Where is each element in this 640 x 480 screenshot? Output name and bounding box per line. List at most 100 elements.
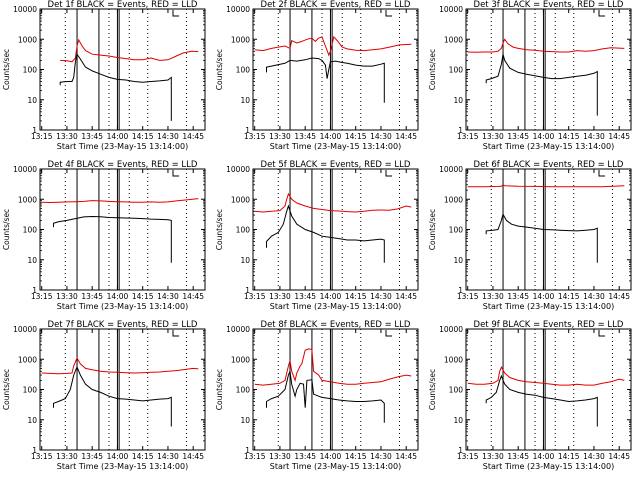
- x-tick-label: 14:30: [583, 292, 605, 301]
- x-tick-label: 13:30: [269, 132, 291, 141]
- x-tick-label: 13:15: [457, 132, 479, 141]
- y-axis-label: Counts/sec: [2, 49, 11, 90]
- x-tick-label: 13:30: [56, 292, 78, 301]
- y-tick-label: 10000: [226, 325, 250, 334]
- y-tick-label: 100: [449, 226, 464, 235]
- x-tick-label: 13:45: [507, 132, 529, 141]
- x-tick-label: 14:15: [132, 452, 154, 461]
- x-tick-label: 14:30: [157, 452, 179, 461]
- y-tick-label: 1: [32, 126, 37, 135]
- x-tick-label: 14:45: [608, 452, 630, 461]
- y-tick-label: 100: [236, 386, 251, 395]
- y-tick-label: 1: [458, 446, 463, 455]
- x-tick-label: 13:30: [482, 292, 504, 301]
- corner-marker: [172, 330, 179, 337]
- x-tick-label: 14:15: [345, 132, 367, 141]
- x-tick-label: 13:45: [81, 292, 103, 301]
- x-tick-label: 14:30: [583, 132, 605, 141]
- y-tick-label: 1000: [444, 35, 463, 44]
- y-axis-label: Counts/sec: [215, 49, 224, 90]
- x-tick-label: 14:15: [345, 292, 367, 301]
- lld-series-line: [467, 365, 625, 386]
- events-series-line: [53, 215, 172, 263]
- y-tick-label: 100: [236, 226, 251, 235]
- x-axis-label: Start Time (23-May-15 13:14:00): [270, 302, 401, 311]
- corner-marker: [598, 10, 605, 17]
- x-tick-label: 13:45: [294, 292, 316, 301]
- x-tick-label: 13:15: [457, 452, 479, 461]
- panel-title: Det 4f BLACK = Events, RED = LLD: [48, 160, 198, 170]
- y-tick-label: 1: [32, 286, 37, 295]
- panel-title: Det 6f BLACK = Events, RED = LLD: [474, 160, 624, 170]
- y-axis-label: Counts/sec: [215, 369, 224, 410]
- events-series-line: [266, 369, 385, 423]
- y-tick-label: 100: [449, 386, 464, 395]
- y-tick-label: 10: [240, 256, 250, 265]
- x-tick-label: 14:30: [157, 132, 179, 141]
- lld-series-line: [41, 356, 199, 375]
- x-tick-label: 13:15: [31, 452, 53, 461]
- y-tick-label: 100: [23, 226, 38, 235]
- x-tick-label: 14:00: [533, 132, 555, 141]
- x-tick-label: 14:00: [107, 132, 129, 141]
- y-tick-label: 10000: [13, 5, 37, 14]
- x-tick-label: 14:00: [107, 452, 129, 461]
- x-tick-label: 13:30: [269, 292, 291, 301]
- y-tick-label: 10: [27, 416, 37, 425]
- y-axis-label: Counts/sec: [2, 209, 11, 250]
- x-tick-label: 14:45: [182, 452, 204, 461]
- x-tick-label: 13:30: [482, 452, 504, 461]
- panel-title: Det 9f BLACK = Events, RED = LLD: [474, 320, 624, 330]
- y-tick-label: 10000: [226, 165, 250, 174]
- events-series-line: [266, 57, 385, 103]
- corner-marker: [385, 330, 392, 337]
- x-axis-label: Start Time (23-May-15 13:14:00): [483, 302, 614, 311]
- y-tick-label: 100: [236, 66, 251, 75]
- x-tick-label: 14:30: [370, 132, 392, 141]
- x-tick-label: 13:15: [31, 132, 53, 141]
- y-tick-label: 1: [458, 286, 463, 295]
- panel-title: Det 5f BLACK = Events, RED = LLD: [261, 160, 411, 170]
- y-tick-label: 10: [27, 96, 37, 105]
- y-tick-label: 100: [449, 66, 464, 75]
- x-axis-label: Start Time (23-May-15 13:14:00): [270, 462, 401, 471]
- x-tick-label: 13:45: [507, 452, 529, 461]
- y-tick-label: 1000: [18, 195, 37, 204]
- x-tick-label: 14:45: [182, 292, 204, 301]
- x-tick-label: 14:30: [583, 452, 605, 461]
- x-axis-label: Start Time (23-May-15 13:14:00): [57, 462, 188, 471]
- events-series-line: [53, 365, 172, 427]
- y-tick-label: 1000: [18, 355, 37, 364]
- events-series-line: [266, 204, 385, 263]
- x-tick-label: 14:15: [558, 132, 580, 141]
- y-tick-label: 1000: [444, 195, 463, 204]
- y-tick-label: 1: [458, 126, 463, 135]
- x-tick-label: 13:30: [56, 132, 78, 141]
- x-tick-label: 14:45: [395, 292, 417, 301]
- x-axis-label: Start Time (23-May-15 13:14:00): [57, 142, 188, 151]
- lld-series-line: [60, 38, 199, 63]
- y-tick-label: 1: [245, 286, 250, 295]
- y-tick-label: 1: [245, 446, 250, 455]
- lld-series-line: [254, 35, 412, 57]
- y-tick-label: 10000: [439, 325, 463, 334]
- x-tick-label: 14:15: [132, 132, 154, 141]
- x-tick-label: 14:30: [370, 292, 392, 301]
- y-tick-label: 1000: [231, 195, 250, 204]
- x-tick-label: 14:45: [395, 452, 417, 461]
- y-tick-label: 10: [453, 416, 463, 425]
- events-series-line: [59, 52, 172, 121]
- x-tick-label: 14:00: [320, 292, 342, 301]
- y-tick-label: 10: [240, 416, 250, 425]
- x-tick-label: 14:45: [608, 292, 630, 301]
- y-tick-label: 10000: [13, 325, 37, 334]
- x-tick-label: 13:45: [294, 452, 316, 461]
